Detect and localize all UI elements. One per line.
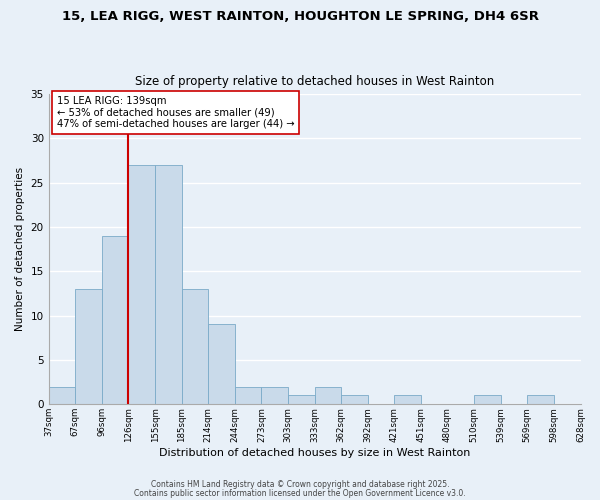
Y-axis label: Number of detached properties: Number of detached properties xyxy=(15,167,25,331)
Bar xyxy=(75,289,102,405)
X-axis label: Distribution of detached houses by size in West Rainton: Distribution of detached houses by size … xyxy=(159,448,470,458)
Bar xyxy=(394,396,421,404)
Bar xyxy=(527,396,554,404)
Bar xyxy=(235,386,262,404)
Bar xyxy=(155,165,182,404)
Bar xyxy=(49,386,75,404)
Text: 15, LEA RIGG, WEST RAINTON, HOUGHTON LE SPRING, DH4 6SR: 15, LEA RIGG, WEST RAINTON, HOUGHTON LE … xyxy=(62,10,539,23)
Title: Size of property relative to detached houses in West Rainton: Size of property relative to detached ho… xyxy=(135,76,494,88)
Bar xyxy=(314,386,341,404)
Bar xyxy=(341,396,368,404)
Bar xyxy=(262,386,288,404)
Bar xyxy=(102,236,128,404)
Text: 15 LEA RIGG: 139sqm
← 53% of detached houses are smaller (49)
47% of semi-detach: 15 LEA RIGG: 139sqm ← 53% of detached ho… xyxy=(56,96,294,129)
Text: Contains HM Land Registry data © Crown copyright and database right 2025.: Contains HM Land Registry data © Crown c… xyxy=(151,480,449,489)
Bar xyxy=(474,396,501,404)
Bar xyxy=(182,289,208,405)
Bar xyxy=(128,165,155,404)
Bar xyxy=(288,396,314,404)
Text: Contains public sector information licensed under the Open Government Licence v3: Contains public sector information licen… xyxy=(134,488,466,498)
Bar xyxy=(208,324,235,404)
